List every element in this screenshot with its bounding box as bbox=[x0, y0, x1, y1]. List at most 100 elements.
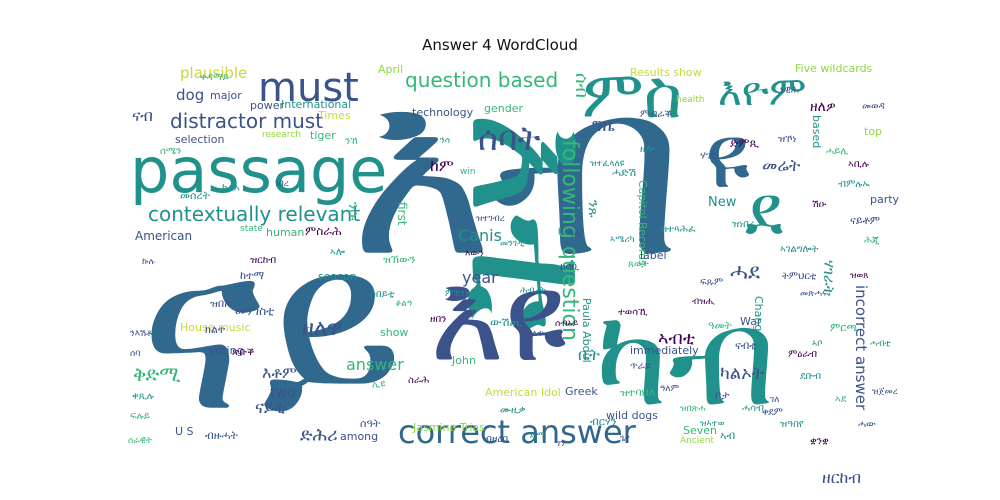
word-173: ድማ bbox=[530, 431, 545, 441]
word-103: ጥራይ bbox=[630, 361, 651, 372]
word-166: ሓው bbox=[858, 419, 876, 430]
word-new: New bbox=[708, 195, 737, 210]
word-150: ነበረ bbox=[275, 179, 289, 189]
word-first: first bbox=[395, 202, 409, 226]
word-138: ብምሉኡ bbox=[838, 179, 870, 190]
word-175: እውን bbox=[465, 249, 484, 259]
word-correct-answer: correct answer bbox=[398, 413, 636, 451]
word-wild-dogs: wild dogs bbox=[606, 409, 659, 422]
word-143: ቋንቋ bbox=[810, 436, 829, 447]
word-146: ዓለም bbox=[660, 384, 679, 394]
word-24: ቅድሚ bbox=[133, 362, 181, 386]
word-100: ዝተፈላለዩ bbox=[590, 159, 625, 169]
word-five-wildcards: Five wildcards bbox=[795, 62, 873, 75]
word-134: ምብራቕ bbox=[640, 109, 672, 120]
word-142: መጽሓፍ bbox=[800, 289, 829, 299]
word-170: ዝኣተወ bbox=[700, 419, 725, 429]
word-97: ዝበለ bbox=[210, 297, 231, 310]
word-159: ቆልዓ bbox=[395, 299, 413, 309]
word-times: Times bbox=[318, 109, 351, 122]
word-89: መወዳ bbox=[862, 101, 885, 112]
word-167: ሓብቲ bbox=[870, 339, 891, 349]
word-117: ሰዓት bbox=[360, 417, 381, 430]
chart-title: Answer 4 WordCloud bbox=[422, 36, 578, 54]
word-85: መንግስቲ bbox=[235, 304, 275, 318]
word-results-show: Results show bbox=[630, 66, 702, 79]
word-133: ሰሜን bbox=[160, 146, 182, 157]
word-april: April bbox=[378, 63, 404, 76]
word-164: ኣቦ bbox=[812, 339, 823, 349]
word-power: power bbox=[250, 99, 284, 112]
word-tiger: tiger bbox=[310, 129, 336, 142]
word-122: ምስራሕ bbox=[305, 224, 342, 238]
word-95: ቀዳማይ bbox=[200, 72, 229, 83]
word-voting: voting bbox=[209, 344, 244, 357]
word-technology: technology bbox=[412, 106, 474, 119]
word-32: ድሕሪ bbox=[300, 425, 338, 446]
word-147: ዝዓበየ bbox=[780, 419, 804, 430]
word-86: ውሽጢ bbox=[490, 315, 522, 329]
word-84: ሰራዊት bbox=[128, 436, 153, 446]
word-ancient: Ancient bbox=[680, 436, 715, 446]
word-8: ደ bbox=[745, 170, 784, 252]
word-98: ክልተ bbox=[205, 323, 226, 336]
word-96: ኣብ bbox=[720, 429, 736, 442]
word-90: ዘሎ bbox=[640, 144, 655, 155]
word-29: ኣብቲ bbox=[658, 328, 695, 349]
word-gender: gender bbox=[484, 102, 523, 115]
word-118: ዘበን bbox=[430, 314, 447, 325]
word-21: ናብ bbox=[132, 106, 153, 125]
word-123: ናይቶም bbox=[850, 214, 881, 227]
word-155: መንገዲ bbox=[500, 239, 525, 249]
word-109: ዝተባህለ bbox=[620, 386, 656, 399]
word-132: ደቡብ bbox=[800, 371, 822, 382]
word-111: ናብቲ bbox=[735, 339, 757, 352]
word-label: label bbox=[640, 249, 667, 262]
word-0: ናይ bbox=[140, 196, 404, 463]
word-greek: Greek bbox=[565, 385, 598, 398]
word-126: ሰባ bbox=[130, 349, 141, 359]
word-passage: passage bbox=[130, 134, 388, 207]
word-7: ዩ bbox=[705, 104, 750, 209]
word-human: human bbox=[266, 226, 305, 239]
word-u-s: U S bbox=[175, 425, 194, 438]
word-141: ሓሳብ bbox=[742, 403, 764, 414]
word-paula-abdul: Paula Abdul bbox=[580, 298, 593, 363]
word-win: win bbox=[460, 167, 476, 177]
word-157: ሰብኣይ bbox=[555, 319, 579, 329]
word-130: ነዊሕ bbox=[780, 85, 800, 96]
word-23: ዘለዎ bbox=[810, 99, 836, 115]
word-92: ሕብረት bbox=[520, 286, 546, 296]
word-148: ንእሽቶ bbox=[130, 329, 153, 339]
word-145: ጸወታ bbox=[628, 259, 649, 270]
word-153: ንሳ bbox=[440, 136, 451, 146]
word-answer: answer bbox=[346, 355, 404, 374]
word-112: ኢዩ bbox=[372, 379, 386, 390]
word-154: ዝተገብረ bbox=[476, 214, 505, 224]
word-121: ከተማ bbox=[240, 269, 265, 282]
word-canis: Canis bbox=[458, 226, 502, 245]
word-104: መሰረት bbox=[180, 189, 210, 202]
word-125: ሓይሊ bbox=[826, 146, 849, 157]
word-91: ድምጺ bbox=[730, 136, 760, 150]
word-27: መሬት bbox=[762, 156, 801, 176]
word-115: ከባቢ bbox=[560, 262, 580, 273]
word-102: ተወሳኺ bbox=[618, 307, 648, 318]
word-42: ንጹ bbox=[585, 200, 601, 218]
word-house-music: House music bbox=[180, 321, 251, 334]
word-137: ኣቢሉ bbox=[848, 159, 869, 170]
word-127: ኩሉ bbox=[142, 257, 155, 267]
word-jasmine-trias: Jasmine Trias bbox=[413, 421, 485, 434]
word-based: based bbox=[810, 115, 823, 149]
word-162: ፍጹም bbox=[700, 277, 724, 288]
word-11: እዮም bbox=[718, 69, 807, 115]
word-party: party bbox=[870, 193, 900, 206]
word-119: ብርሃን bbox=[590, 415, 617, 428]
word-major: major bbox=[210, 89, 242, 102]
word-dog: dog bbox=[176, 86, 205, 104]
word-135: ዝነበረ bbox=[732, 219, 755, 230]
word-174: ግን bbox=[555, 439, 565, 449]
word-plausible: plausible bbox=[180, 64, 248, 82]
word-176: ምኽንያት bbox=[445, 289, 477, 299]
